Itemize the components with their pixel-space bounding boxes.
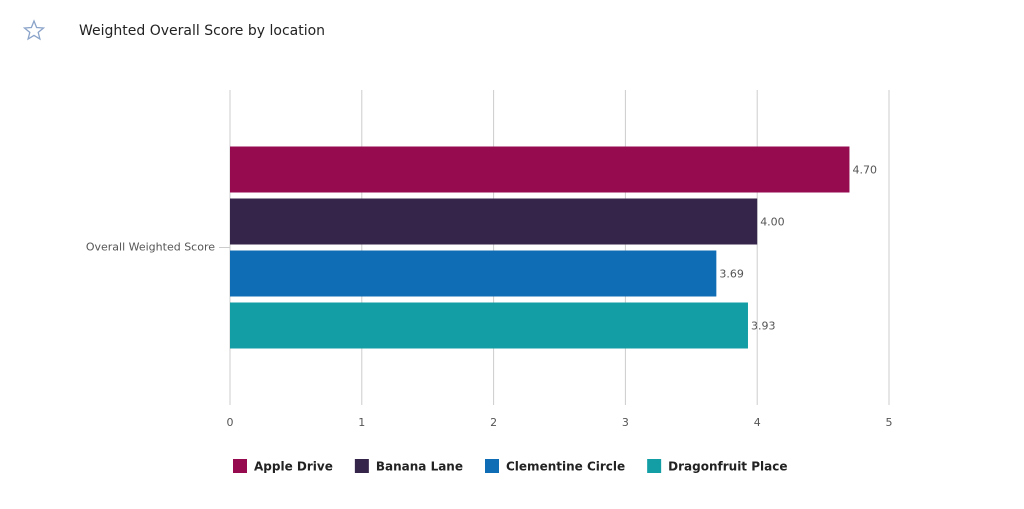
legend-label: Apple Drive xyxy=(254,460,333,474)
x-tick-label: 0 xyxy=(227,416,234,429)
x-tick-label: 2 xyxy=(490,416,497,429)
bar xyxy=(230,198,758,245)
value-label: 3.69 xyxy=(719,268,744,281)
bar xyxy=(230,146,850,193)
legend-label: Dragonfruit Place xyxy=(668,460,787,474)
legend-swatch xyxy=(354,459,369,473)
y-tick-label: Overall Weighted Score xyxy=(86,241,215,254)
value-label: 4.00 xyxy=(760,216,785,229)
x-tick-label: 3 xyxy=(622,416,629,429)
favorite-star[interactable] xyxy=(22,19,46,41)
bar xyxy=(230,250,717,297)
bar xyxy=(230,302,748,349)
value-label: 3.93 xyxy=(751,320,776,333)
legend-swatch xyxy=(647,459,662,473)
x-tick-label: 1 xyxy=(358,416,365,429)
legend-swatch xyxy=(233,459,247,473)
legend-label: Clementine Circle xyxy=(506,460,625,474)
x-tick-label: 4 xyxy=(754,416,761,429)
chart-title: Weighted Overall Score by location xyxy=(79,23,325,39)
x-tick-label: 5 xyxy=(886,416,893,429)
legend-label: Banana Lane xyxy=(376,460,463,474)
value-label: 4.70 xyxy=(852,164,877,177)
legend-swatch xyxy=(485,459,499,473)
